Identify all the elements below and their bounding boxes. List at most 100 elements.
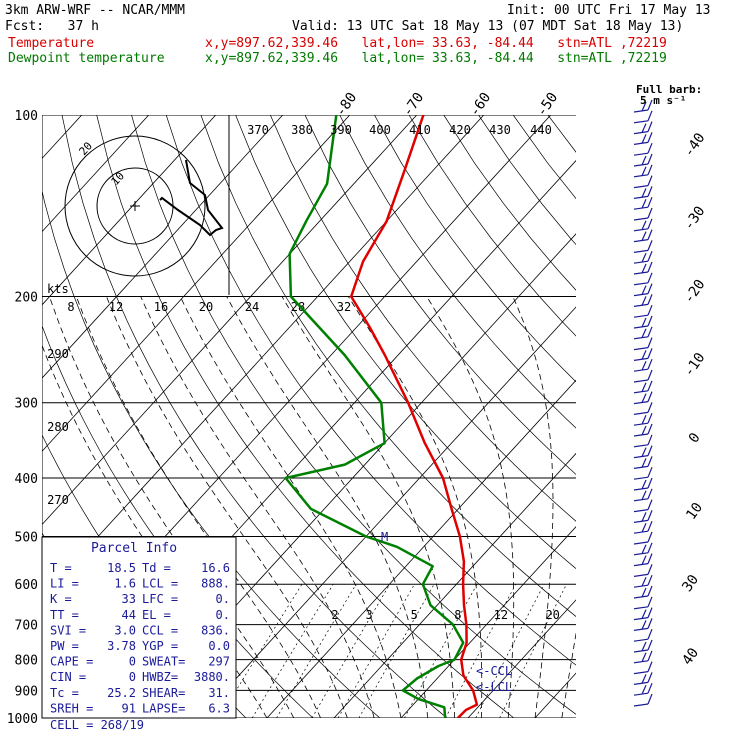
wind-barb [633, 519, 649, 523]
wind-barb [647, 477, 653, 489]
wind-barb [641, 252, 647, 263]
isobar-label: 200 [15, 291, 38, 306]
parcel-info-cell: HWBZ= [142, 670, 178, 684]
forecast-hour: Fcst: 37 h [5, 19, 99, 34]
wind-barb [633, 390, 649, 394]
wind-barb [633, 347, 649, 351]
wind-barb [647, 466, 653, 478]
wind-barb [647, 520, 653, 532]
mixing-ratio-line [276, 584, 357, 718]
isobar-label: 600 [15, 578, 38, 593]
moist-adiabat-line [348, 296, 483, 718]
mixing-ratio-line [251, 584, 334, 718]
wind-barb [647, 348, 653, 359]
isotherm-line [669, 115, 740, 718]
hodograph-speed-label: 12 [109, 300, 123, 314]
wind-barb [633, 617, 649, 621]
dry-adiabat-line [96, 115, 515, 718]
mixing-ratio-label: 3 [365, 608, 372, 622]
wind-barb [647, 218, 653, 230]
wind-barb [633, 260, 649, 264]
isotherm-line [467, 599, 576, 718]
isotherm-line [333, 452, 576, 718]
mixing-ratio-line [337, 584, 415, 718]
isotherm-line [42, 115, 351, 452]
wind-barb [641, 609, 647, 619]
isotherm-line [400, 526, 576, 718]
wind-barb [633, 293, 649, 297]
wind-barb [633, 141, 649, 145]
dry-adiabat-line [339, 115, 576, 429]
wind-barb [633, 433, 649, 437]
wind-barb [633, 509, 649, 513]
wind-barb [633, 411, 649, 415]
theta-label: 370 [247, 123, 269, 137]
wind-barb [647, 110, 653, 122]
wind-barb [633, 465, 649, 469]
wind-barb [647, 358, 653, 370]
wind-barb [641, 155, 647, 166]
wind-barb [633, 703, 649, 707]
hodograph-ring-label: 20 [77, 139, 96, 158]
dry-adiabat-line [617, 115, 740, 718]
wind-barb [633, 563, 649, 567]
wind-barb [641, 350, 647, 360]
wind-barb [633, 455, 649, 459]
wind-barb [641, 425, 647, 436]
parcel-info-cell-motion: CELL = 268/19 [50, 718, 144, 732]
mixing-ratio-line [499, 584, 567, 718]
mixing-ratio-line [404, 584, 478, 718]
wind-barb [641, 231, 647, 241]
parcel-info-cell: 1.6 [114, 577, 136, 591]
dry-adiabat-line [131, 115, 576, 715]
wind-barb [633, 336, 649, 340]
wind-barb [641, 328, 647, 339]
init-time: Init: 00 UTC Fri 17 May 13 [507, 3, 711, 18]
mixing-ratio-line [311, 584, 391, 718]
wind-barb [647, 488, 653, 500]
mixing-ratio-line [358, 584, 435, 718]
location-temperature: x,y=897.62,339.46 lat,lon= 33.63, -84.44… [205, 36, 667, 51]
parcel-info-title: Parcel Info [91, 541, 177, 556]
moist-adiabat-line [512, 296, 554, 718]
isotherm-line [199, 306, 576, 718]
parcel-info-cell: Td = [142, 561, 171, 575]
wind-barb [647, 250, 653, 262]
isotherm-line [266, 379, 576, 718]
wind-barb [647, 132, 653, 143]
parcel-info-cell: 0.0 [208, 639, 230, 653]
hodograph-ring [64, 135, 206, 277]
wind-barb [647, 164, 653, 176]
dry-adiabat-line [408, 115, 576, 337]
wind-barb [633, 487, 649, 491]
parcel-info-cell: LI = [50, 577, 79, 591]
legend-dewpoint: Dewpoint temperature [8, 51, 165, 66]
wind-barb [641, 458, 647, 468]
wind-barb [647, 682, 653, 694]
hodograph-speed-label: 8 [67, 300, 74, 314]
dry-adiabat-line [374, 115, 576, 383]
wind-barb [641, 220, 647, 231]
hodograph-trace [159, 159, 224, 237]
wind-barb [647, 607, 653, 618]
wind-barb [633, 131, 649, 135]
wind-barb [647, 618, 653, 629]
isobar-label: 700 [15, 619, 38, 634]
wind-barb [641, 285, 647, 295]
wind-barb [641, 479, 647, 490]
mixing-ratio-label: 12 [494, 608, 508, 622]
wind-barb [633, 649, 649, 653]
moist-adiabat-line [140, 296, 375, 718]
isotherm-line [534, 672, 576, 718]
dry-adiabat-line [165, 115, 576, 666]
wind-barb [641, 587, 647, 598]
mixing-ratio-label: 8 [454, 608, 461, 622]
hodograph-units: kts [47, 282, 69, 296]
parcel-info-cell: LAPSE= [142, 701, 185, 715]
wind-barb [647, 596, 653, 608]
parcel-info-cell: 888. [201, 577, 230, 591]
wind-barb [641, 652, 647, 663]
wind-barb [647, 542, 653, 554]
wind-barb [641, 576, 647, 587]
